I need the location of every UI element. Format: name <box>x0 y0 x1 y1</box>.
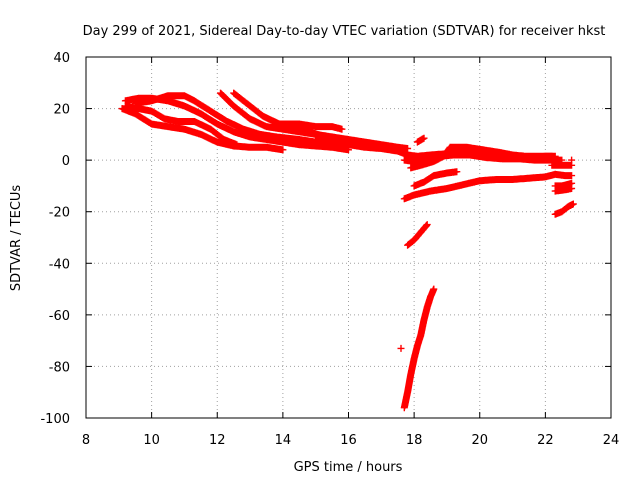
y-tick-label: 0 <box>62 154 70 169</box>
series-track-1 <box>118 105 287 154</box>
y-axis-label: SDTVAR / TECUs <box>9 185 24 292</box>
series-track-18 <box>568 156 576 164</box>
y-tick-label: -40 <box>49 257 70 272</box>
series-track-14 <box>551 179 576 190</box>
series-track-15 <box>548 161 576 169</box>
series-track-19 <box>404 221 431 249</box>
y-tick-label: 20 <box>53 103 70 118</box>
data-point-markers <box>118 105 287 154</box>
data-point-markers <box>413 134 428 146</box>
data-point-markers <box>551 179 576 190</box>
series-track-17 <box>551 200 577 218</box>
x-tick-label: 10 <box>143 433 160 448</box>
series-track-2 <box>121 102 241 149</box>
data-point-markers <box>548 161 576 169</box>
y-tick-label: -20 <box>49 206 70 221</box>
x-tick-labels: 8 10 12 14 16 18 20 22 24 <box>82 433 619 448</box>
chart-title: Day 299 of 2021, Sidereal Day-to-day VTE… <box>83 24 606 39</box>
x-tick-label: 20 <box>471 433 488 448</box>
series-track-11 <box>413 134 428 146</box>
y-tick-label: -100 <box>40 412 70 427</box>
y-tick-labels: -100 -80 -60 -40 -20 0 20 40 <box>40 51 70 427</box>
grid-lines <box>86 57 611 418</box>
axis-ticks <box>85 56 612 419</box>
x-tick-label: 24 <box>603 433 620 448</box>
x-tick-label: 12 <box>209 433 226 448</box>
x-tick-label: 22 <box>537 433 554 448</box>
series-track-10 <box>407 143 556 172</box>
data-point-markers <box>400 285 438 412</box>
x-tick-label: 8 <box>82 433 90 448</box>
series-track-13 <box>410 168 461 190</box>
data-point-markers <box>407 143 556 172</box>
x-tick-label: 14 <box>275 433 292 448</box>
series-track-16 <box>551 185 576 195</box>
series-track-12 <box>400 170 576 203</box>
data-point-markers <box>121 102 241 149</box>
y-tick-label: 40 <box>53 51 70 66</box>
series-track-20 <box>400 285 438 412</box>
y-tick-label: -80 <box>49 360 70 375</box>
data-point-markers <box>568 156 576 164</box>
x-tick-label: 16 <box>340 433 357 448</box>
data-points <box>118 89 577 412</box>
series-track-21 <box>397 344 405 352</box>
data-point-markers <box>551 185 576 195</box>
data-point-markers <box>551 200 577 218</box>
data-point-markers <box>410 168 461 190</box>
x-axis-label: GPS time / hours <box>294 460 403 475</box>
data-point-markers <box>404 221 431 249</box>
data-point-markers <box>397 344 405 352</box>
y-tick-label: -60 <box>49 309 70 324</box>
data-point-markers <box>400 170 576 203</box>
x-tick-label: 18 <box>406 433 423 448</box>
